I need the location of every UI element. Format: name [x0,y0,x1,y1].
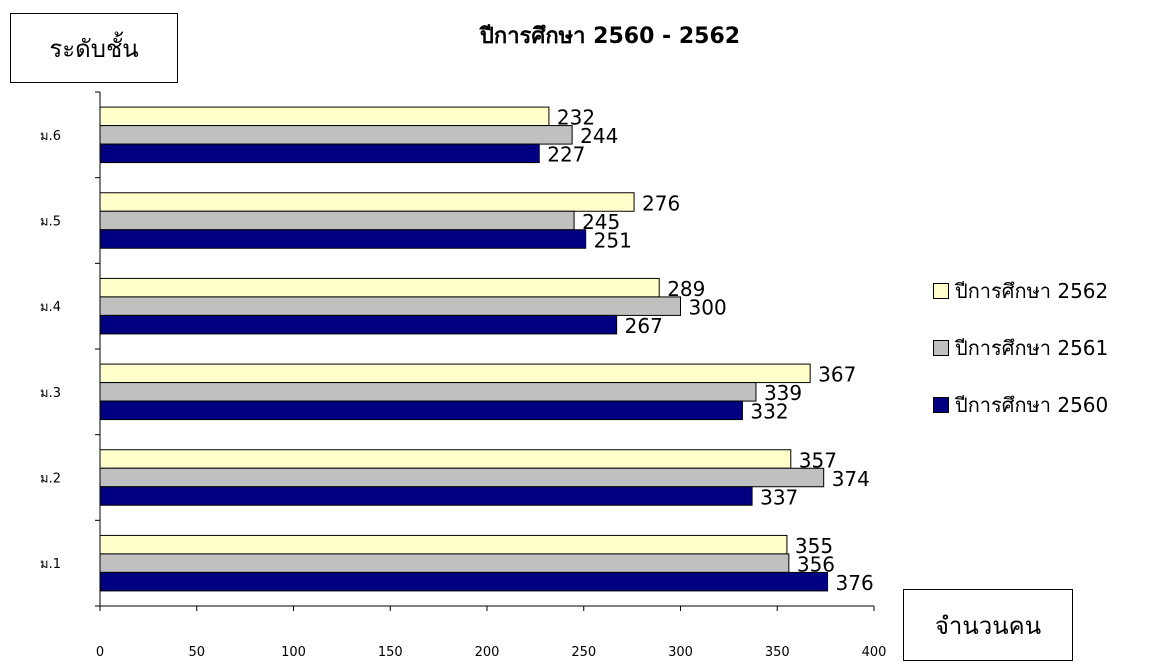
bar [99,296,681,316]
bar [99,449,792,469]
bar [99,553,790,573]
bar [99,125,573,145]
x-tick-label: 100 [281,645,306,660]
bar-value-label: 276 [642,191,680,215]
bar-value-label: 332 [750,400,788,424]
bar-value-label: 244 [580,124,618,148]
bar [99,534,788,555]
y-axis-label: ระดับชั้น [10,13,178,83]
bar-value-label: 355 [795,534,833,558]
legend-label-2560: ปีการศึกษา 2560 [955,393,1109,417]
bar [99,106,550,127]
bar [99,192,635,212]
x-tick-label: 200 [475,645,500,660]
bar-value-label: 251 [594,228,632,252]
legend-swatch-2561 [933,340,949,356]
legend-item-2562: ปีการศึกษา 2562 [933,278,1108,304]
y-tick-label: ม.4 [40,300,61,315]
bar [99,400,743,421]
bar [99,314,618,335]
x-tick-label: 300 [668,645,693,660]
bar-value-label: 267 [625,314,663,338]
bar-value-label: 300 [689,295,727,319]
y-tick-label: ม.1 [40,557,61,572]
x-tick-label: 400 [862,645,887,660]
bar [99,143,540,164]
legend-label-2562: ปีการศึกษา 2562 [955,279,1109,303]
y-tick-label: ม.6 [40,129,61,144]
bar [99,382,757,402]
legend-swatch-2560 [933,397,949,413]
bar [99,277,660,298]
chart-title: ปีการศึกษา 2560 - 2562 [479,24,741,49]
y-tick-label: ม.3 [40,386,61,401]
y-tick-label: ม.2 [40,472,61,487]
legend-swatch-2562 [933,283,949,299]
bar [99,363,811,384]
bar-value-label: 367 [818,363,856,387]
bar-value-label: 227 [547,143,585,167]
x-axis-label: จำนวนคน [903,589,1073,661]
legend: ปีการศึกษา 2562 ปีการศึกษา 2561 ปีการศึก… [933,278,1108,449]
bar [99,467,825,488]
x-tick-label: 350 [765,645,790,660]
legend-item-2561: ปีการศึกษา 2561 [933,335,1108,361]
bar-value-label: 337 [760,485,798,509]
x-tick-label: 0 [96,645,104,660]
x-tick-label: 150 [378,645,403,660]
bar [99,210,575,231]
bar [99,229,587,249]
bar-value-label: 339 [764,381,802,405]
legend-item-2560: ปีการศึกษา 2560 [933,392,1108,418]
bar [99,486,753,506]
bar [99,571,829,592]
x-tick-label: 250 [571,645,596,660]
bar-value-label: 374 [832,467,870,491]
legend-label-2561: ปีการศึกษา 2561 [955,336,1109,360]
x-tick-label: 50 [188,645,205,660]
y-tick-label: ม.5 [40,215,61,230]
bar-value-label: 245 [582,210,620,234]
bar-value-label: 376 [836,571,874,595]
